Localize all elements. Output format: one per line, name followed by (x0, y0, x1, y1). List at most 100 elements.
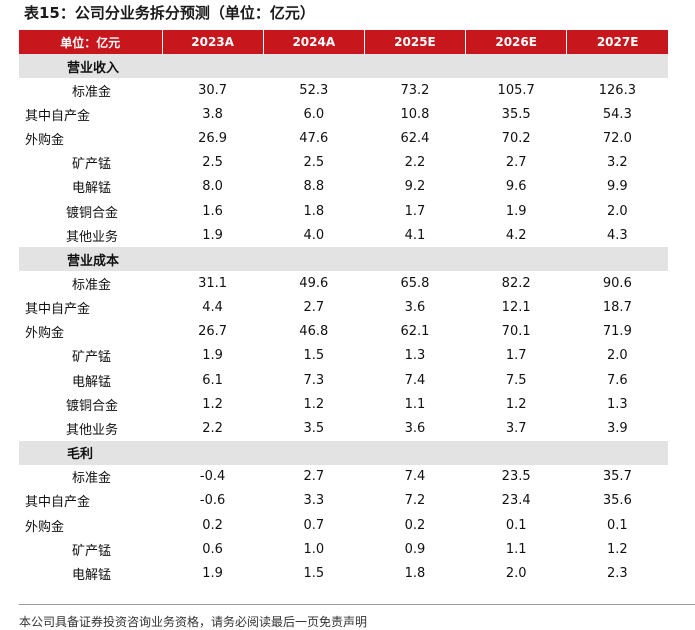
table-row: 外购金 0.2 0.7 0.2 0.1 0.1 (19, 513, 668, 537)
value-cell: 1.9 (202, 227, 223, 243)
row-label: 矿产锰 (72, 543, 112, 559)
row-label: 标准金 (72, 471, 112, 487)
value-cell: 7.3 (303, 372, 325, 388)
value-cell: 70.1 (501, 324, 531, 340)
value-cell: 3.6 (404, 421, 426, 437)
section-empty-cell (566, 440, 668, 465)
section-empty-cell (364, 54, 466, 78)
value-cell: 7.4 (404, 469, 426, 485)
section-empty-cell (263, 247, 365, 272)
footer-disclaimer: 本公司具备证券投资咨询业务资格，请务必阅读最后一页免责声明 (19, 615, 368, 629)
value-cell: 3.9 (607, 421, 628, 437)
value-cell: 3.7 (505, 421, 527, 437)
value-cell: 72.0 (602, 130, 632, 146)
section-empty-cell (162, 54, 264, 78)
row-label: 外购金 (25, 132, 65, 148)
value-cell: 2.3 (607, 565, 628, 581)
value-cell: 35.5 (501, 106, 531, 122)
section-empty-cell (465, 440, 567, 465)
table-row: 电解锰 8.0 8.8 9.2 9.6 9.9 (19, 175, 668, 199)
section-empty-cell (566, 247, 668, 272)
value-cell: 1.2 (607, 541, 628, 557)
value-cell: 1.5 (303, 348, 325, 364)
header-2024a: 2024A (263, 30, 365, 54)
value-cell: 1.1 (505, 541, 527, 557)
value-cell: 1.3 (607, 396, 628, 412)
value-cell: 2.2 (404, 155, 426, 171)
table-row: 其中自产金 -0.6 3.3 7.2 23.4 35.6 (19, 489, 668, 513)
value-cell: 65.8 (400, 275, 430, 291)
section-label: 毛利 (19, 440, 162, 465)
value-cell: 4.3 (607, 227, 628, 243)
value-cell: 6.0 (303, 106, 325, 122)
value-cell: 3.3 (303, 493, 325, 509)
value-cell: 1.7 (505, 348, 527, 364)
table-title: 表15：公司分业务拆分预测（单位：亿元） (24, 4, 315, 22)
table-row: 其中自产金 4.4 2.7 3.6 12.1 18.7 (19, 296, 668, 320)
section-row: 营业成本 (19, 247, 668, 272)
value-cell: 1.5 (303, 565, 325, 581)
value-cell: 1.3 (404, 348, 426, 364)
section-empty-cell (162, 440, 264, 465)
value-cell: 9.6 (505, 179, 527, 195)
header-2026e: 2026E (465, 30, 568, 54)
value-cell: 105.7 (497, 82, 535, 98)
section-empty-cell (263, 440, 365, 465)
value-cell: 1.8 (404, 565, 426, 581)
value-cell: 7.4 (404, 372, 426, 388)
row-label: 标准金 (72, 84, 112, 100)
value-cell: 0.2 (404, 517, 426, 533)
footer-divider (19, 604, 695, 605)
value-cell: 47.6 (299, 130, 329, 146)
section-label: 营业收入 (19, 54, 162, 78)
row-label: 外购金 (25, 326, 65, 342)
value-cell: 3.2 (607, 155, 628, 171)
value-cell: 46.8 (299, 324, 329, 340)
value-cell: 126.3 (598, 82, 636, 98)
value-cell: 0.9 (404, 541, 426, 557)
value-cell: 35.7 (602, 469, 632, 485)
table-row: 标准金 -0.4 2.7 7.4 23.5 35.7 (19, 465, 668, 489)
value-cell: 1.2 (303, 396, 325, 412)
row-label: 其中自产金 (25, 495, 91, 511)
value-cell: 23.5 (501, 469, 531, 485)
value-cell: 8.0 (202, 179, 223, 195)
value-cell: 26.9 (198, 130, 228, 146)
value-cell: 3.5 (303, 421, 325, 437)
value-cell: 2.5 (303, 155, 325, 171)
value-cell: -0.4 (199, 469, 226, 485)
row-label: 标准金 (72, 277, 112, 293)
table-row: 矿产锰 1.9 1.5 1.3 1.7 2.0 (19, 344, 668, 368)
row-label: 矿产锰 (72, 157, 112, 173)
value-cell: 4.1 (404, 227, 426, 243)
section-empty-cell (566, 54, 668, 78)
value-cell: 52.3 (299, 82, 329, 98)
value-cell: 0.1 (607, 517, 628, 533)
table-row: 其他业务 2.2 3.5 3.6 3.7 3.9 (19, 416, 668, 440)
value-cell: 2.5 (202, 155, 223, 171)
header-2025e: 2025E (364, 30, 467, 54)
row-label: 外购金 (25, 519, 65, 535)
section-empty-cell (465, 54, 567, 78)
value-cell: 0.6 (202, 541, 223, 557)
value-cell: 6.1 (202, 372, 223, 388)
table-row: 镀铜合金 1.2 1.2 1.1 1.2 1.3 (19, 392, 668, 416)
row-label: 电解锰 (72, 374, 112, 390)
table-row: 电解锰 6.1 7.3 7.4 7.5 7.6 (19, 368, 668, 392)
value-cell: 1.2 (202, 396, 223, 412)
header-unit: 单位：亿元 (19, 30, 163, 54)
section-row: 营业收入 (19, 54, 668, 78)
value-cell: 71.9 (602, 324, 632, 340)
table-body: 营业收入 标准金 30.7 52.3 73.2 105.7 126.3 其中自产金 3.8 6.0… (19, 54, 668, 586)
value-cell: 7.2 (404, 493, 426, 509)
row-label: 其中自产金 (25, 108, 91, 124)
row-label: 矿产锰 (72, 350, 112, 366)
table-row: 其他业务 1.9 4.0 4.1 4.2 4.3 (19, 223, 668, 247)
header-2027e: 2027E (566, 30, 668, 54)
value-cell: 1.9 (202, 348, 223, 364)
value-cell: 12.1 (501, 300, 531, 316)
section-empty-cell (465, 247, 567, 272)
value-cell: 18.7 (602, 300, 632, 316)
value-cell: 30.7 (198, 82, 228, 98)
value-cell: 62.1 (400, 324, 430, 340)
